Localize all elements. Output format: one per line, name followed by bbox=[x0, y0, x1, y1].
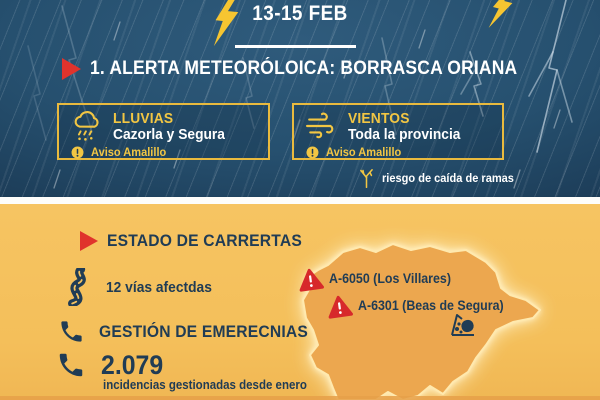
warning-level-label: Aviso Amalillo bbox=[91, 145, 167, 160]
lightning-bolt-icon bbox=[488, 0, 516, 28]
risk-note-label: riesgo de caída de ramas bbox=[382, 170, 514, 185]
date-range: 13-15 FEB bbox=[252, 2, 348, 25]
warning-area-label: Cazorla y Segura bbox=[113, 126, 225, 144]
alert-title-row: 1. ALERTA METEORÓLOICA: BORRASCA ORIANA bbox=[62, 58, 555, 80]
wind-icon bbox=[306, 112, 334, 139]
warning-box-lluvias: LLUVIAS Cazorla y Segura Aviso Amalillo bbox=[57, 103, 270, 160]
risk-note-row: riesgo de caída de ramas bbox=[358, 167, 525, 188]
warning-type-label: LLUVIAS bbox=[113, 110, 174, 127]
warning-level-label: Aviso Amalillo bbox=[326, 145, 402, 160]
map-marker-a6301: A-6301 (Beas de Segura) bbox=[327, 295, 516, 319]
marker-label: A-6050 (Los Villares) bbox=[329, 271, 451, 286]
exclamation-circle-icon bbox=[71, 146, 84, 159]
roads-stat-row: 12 vías afectdas bbox=[62, 268, 221, 306]
falling-rocks-icon bbox=[451, 314, 474, 336]
emergency-section-title: GESTIÓN DE EMERECNIAS bbox=[99, 321, 308, 341]
roads-section-title: ESTADO DE CARRERTAS bbox=[107, 231, 302, 250]
bottom-border bbox=[0, 396, 600, 400]
phone-icon bbox=[59, 353, 83, 377]
warning-area-label: Toda la provincia bbox=[348, 126, 461, 144]
tree-branch-icon bbox=[360, 169, 373, 188]
province-map bbox=[293, 238, 559, 400]
weather-alert-section: 13-15 FEB 1. ALERTA METEORÓLOICA: BORRAS… bbox=[0, 0, 600, 228]
roads-section: ESTADO DE CARRERTAS 12 vías afectdas GES… bbox=[0, 204, 600, 400]
incident-caption: incidencias gestionadas desde enero bbox=[103, 378, 307, 392]
marker-label: A-6301 (Beas de Segura) bbox=[358, 298, 504, 313]
phone-icon bbox=[61, 321, 82, 342]
warning-type-label: VIENTOS bbox=[348, 110, 410, 127]
exclamation-circle-icon bbox=[306, 146, 319, 159]
red-arrow-icon bbox=[62, 58, 81, 80]
map-marker-a6050: A-6050 (Los Villares) bbox=[298, 268, 462, 292]
emergency-stat-row: 2.079 bbox=[56, 350, 169, 380]
incident-count: 2.079 bbox=[101, 349, 164, 380]
winding-road-icon bbox=[68, 268, 86, 306]
divider-line bbox=[235, 45, 356, 48]
warning-triangle-icon bbox=[328, 295, 353, 319]
roads-title-row: ESTADO DE CARRERTAS bbox=[80, 231, 319, 251]
warning-triangle-icon bbox=[299, 268, 324, 292]
red-arrow-icon bbox=[80, 231, 98, 251]
warning-box-vientos: VIENTOS Toda la provincia Aviso Amalillo bbox=[292, 103, 504, 160]
alert-title: 1. ALERTA METEORÓLOICA: BORRASCA ORIANA bbox=[90, 58, 518, 79]
section-divider bbox=[0, 197, 600, 204]
affected-roads-label: 12 vías afectdas bbox=[106, 278, 212, 296]
emergency-title-row: GESTIÓN DE EMERECNIAS bbox=[58, 318, 326, 345]
rain-cloud-icon bbox=[74, 110, 99, 141]
